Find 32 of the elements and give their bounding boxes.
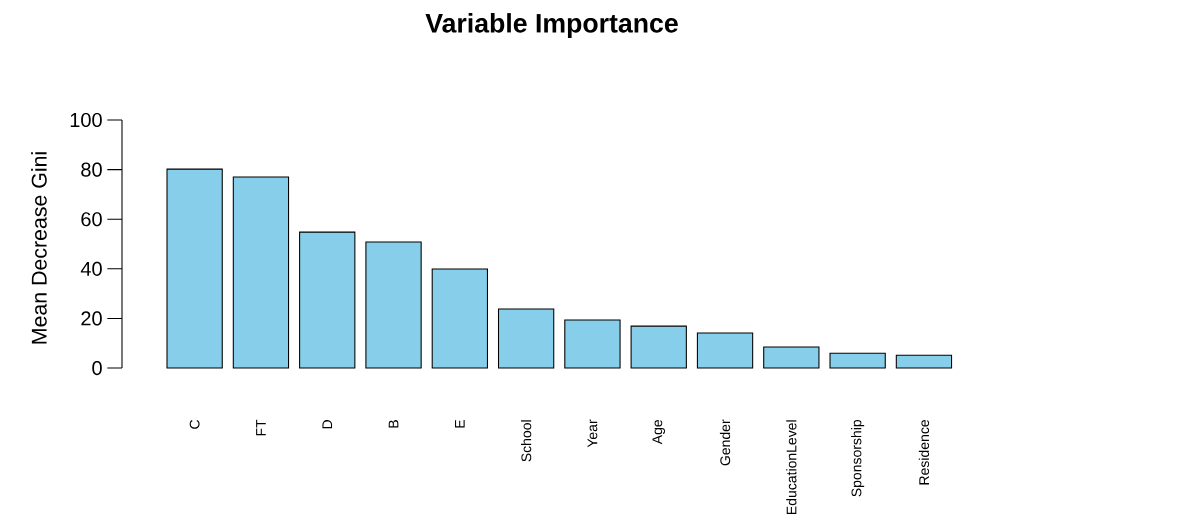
- y-tick-label: 80: [81, 162, 102, 177]
- y-tick-label: 20: [81, 311, 102, 326]
- x-tick-label: B: [388, 420, 399, 428]
- bar: [696, 332, 754, 369]
- bar: [564, 319, 621, 369]
- bar: [166, 168, 223, 369]
- x-tick-label: Residence: [918, 420, 930, 485]
- x-tick-label: School: [520, 420, 532, 462]
- bar: [431, 268, 488, 369]
- bar: [829, 352, 886, 369]
- x-tick-label: Age: [652, 420, 665, 445]
- bar: [763, 346, 820, 369]
- x-tick-label: E: [455, 420, 465, 428]
- y-tick-label: 40: [80, 261, 102, 276]
- x-tick-label: D: [322, 420, 333, 429]
- bar: [895, 354, 953, 369]
- chart-title: Variable Importance: [425, 13, 678, 38]
- y-tick-label: 60: [81, 212, 102, 227]
- x-tick-label: EducationLevel: [786, 420, 797, 514]
- x-tick-label: Sponsorship: [851, 419, 865, 497]
- y-axis-title: Mean Decrease Gini: [31, 152, 47, 344]
- x-tick-label: C: [189, 419, 200, 429]
- bar: [497, 308, 555, 369]
- bar: [232, 176, 290, 369]
- bar: [365, 241, 422, 369]
- x-tick-label: Year: [587, 419, 598, 448]
- y-tick-label: 0: [92, 360, 102, 376]
- bar: [630, 325, 687, 369]
- x-tick-label: FT: [256, 419, 266, 436]
- bar: [299, 231, 356, 369]
- x-tick-label: Gender: [719, 419, 731, 466]
- y-tick-label: 100: [70, 112, 102, 128]
